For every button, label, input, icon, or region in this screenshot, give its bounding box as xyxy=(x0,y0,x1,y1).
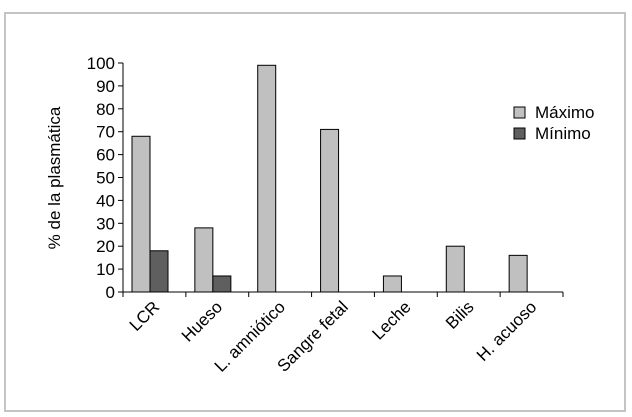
bar-maximo-1 xyxy=(194,227,214,293)
y-axis: 0 10 20 30 40 50 60 70 80 90 100 xyxy=(87,54,124,302)
bar-maximo-6 xyxy=(508,254,528,293)
x-tick-label: Hueso xyxy=(178,297,226,345)
y-tick-label: 70 xyxy=(96,123,115,142)
legend: Máximo Mínimo xyxy=(513,103,595,143)
x-tick-label: Leche xyxy=(368,297,414,343)
y-tick-label: 50 xyxy=(96,169,115,188)
legend-label: Máximo xyxy=(535,103,595,122)
y-tick-label: 60 xyxy=(96,146,115,165)
chart-frame xyxy=(4,12,626,412)
y-tick-label: 90 xyxy=(96,77,115,96)
bar-minimo-0 xyxy=(149,250,169,293)
bar-maximo-2 xyxy=(257,64,277,293)
x-tick-label: Bilis xyxy=(442,297,477,332)
x-tick-label: LCR xyxy=(126,297,163,334)
bar-minimo-1 xyxy=(212,275,232,293)
y-tick-label: 40 xyxy=(96,191,115,210)
y-tick-label: 10 xyxy=(96,260,115,279)
y-tick-label: 80 xyxy=(96,100,115,119)
bar-maximo-3 xyxy=(320,128,340,293)
legend-swatch xyxy=(513,127,526,140)
bar-maximo-4 xyxy=(382,275,402,293)
y-tick-label: 20 xyxy=(96,237,115,256)
x-tick-label: H. acuoso xyxy=(473,297,541,365)
legend-swatch xyxy=(513,106,526,119)
bars xyxy=(131,64,528,293)
y-tick-label: 0 xyxy=(106,283,115,302)
legend-label: Mínimo xyxy=(535,124,591,143)
y-tick-label: 30 xyxy=(96,214,115,233)
y-tick-label: 100 xyxy=(87,54,115,73)
bar-maximo-0 xyxy=(131,135,151,293)
y-axis-label: % de la plasmática xyxy=(45,106,64,249)
bar-maximo-5 xyxy=(445,245,465,293)
